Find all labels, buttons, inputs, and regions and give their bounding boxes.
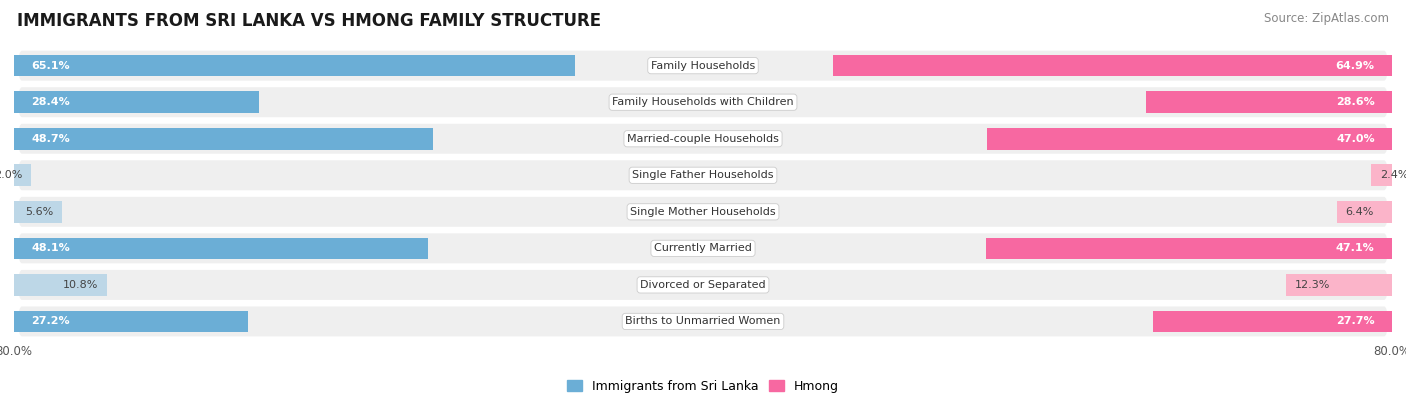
Text: Family Households: Family Households (651, 61, 755, 71)
Text: 5.6%: 5.6% (25, 207, 53, 217)
Text: Family Households with Children: Family Households with Children (612, 97, 794, 107)
Bar (832, 55, 1392, 77)
Bar (1286, 274, 1392, 296)
Text: 48.7%: 48.7% (31, 134, 70, 144)
Bar (1146, 91, 1392, 113)
Text: 28.4%: 28.4% (31, 97, 70, 107)
Text: Births to Unmarried Women: Births to Unmarried Women (626, 316, 780, 326)
Bar (14, 274, 107, 296)
FancyBboxPatch shape (18, 51, 1388, 81)
Text: 27.7%: 27.7% (1336, 316, 1375, 326)
Text: 47.1%: 47.1% (1336, 243, 1375, 253)
Bar (1371, 164, 1392, 186)
FancyBboxPatch shape (18, 87, 1388, 117)
Bar (14, 164, 31, 186)
Text: 48.1%: 48.1% (31, 243, 70, 253)
FancyBboxPatch shape (18, 124, 1388, 154)
Text: 47.0%: 47.0% (1336, 134, 1375, 144)
Text: Divorced or Separated: Divorced or Separated (640, 280, 766, 290)
Text: 2.4%: 2.4% (1379, 170, 1406, 180)
Bar (14, 310, 249, 332)
Text: 28.6%: 28.6% (1336, 97, 1375, 107)
FancyBboxPatch shape (18, 197, 1388, 227)
Bar (14, 55, 575, 77)
FancyBboxPatch shape (18, 233, 1388, 263)
Bar (987, 237, 1392, 259)
Text: 10.8%: 10.8% (63, 280, 98, 290)
Text: 64.9%: 64.9% (1336, 61, 1375, 71)
FancyBboxPatch shape (18, 307, 1388, 337)
Text: 2.0%: 2.0% (0, 170, 22, 180)
Bar (987, 128, 1392, 150)
Bar (1153, 310, 1392, 332)
Text: IMMIGRANTS FROM SRI LANKA VS HMONG FAMILY STRUCTURE: IMMIGRANTS FROM SRI LANKA VS HMONG FAMIL… (17, 12, 600, 30)
Bar (14, 128, 433, 150)
Bar (1337, 201, 1392, 223)
Text: 27.2%: 27.2% (31, 316, 70, 326)
FancyBboxPatch shape (18, 270, 1388, 300)
Text: 12.3%: 12.3% (1295, 280, 1330, 290)
Legend: Immigrants from Sri Lanka, Hmong: Immigrants from Sri Lanka, Hmong (562, 375, 844, 395)
FancyBboxPatch shape (18, 160, 1388, 190)
Bar (14, 201, 62, 223)
Bar (14, 237, 429, 259)
Text: 65.1%: 65.1% (31, 61, 70, 71)
Text: 6.4%: 6.4% (1346, 207, 1374, 217)
Text: Source: ZipAtlas.com: Source: ZipAtlas.com (1264, 12, 1389, 25)
Text: Single Mother Households: Single Mother Households (630, 207, 776, 217)
Text: Single Father Households: Single Father Households (633, 170, 773, 180)
Text: Currently Married: Currently Married (654, 243, 752, 253)
Text: Married-couple Households: Married-couple Households (627, 134, 779, 144)
Bar (14, 91, 259, 113)
